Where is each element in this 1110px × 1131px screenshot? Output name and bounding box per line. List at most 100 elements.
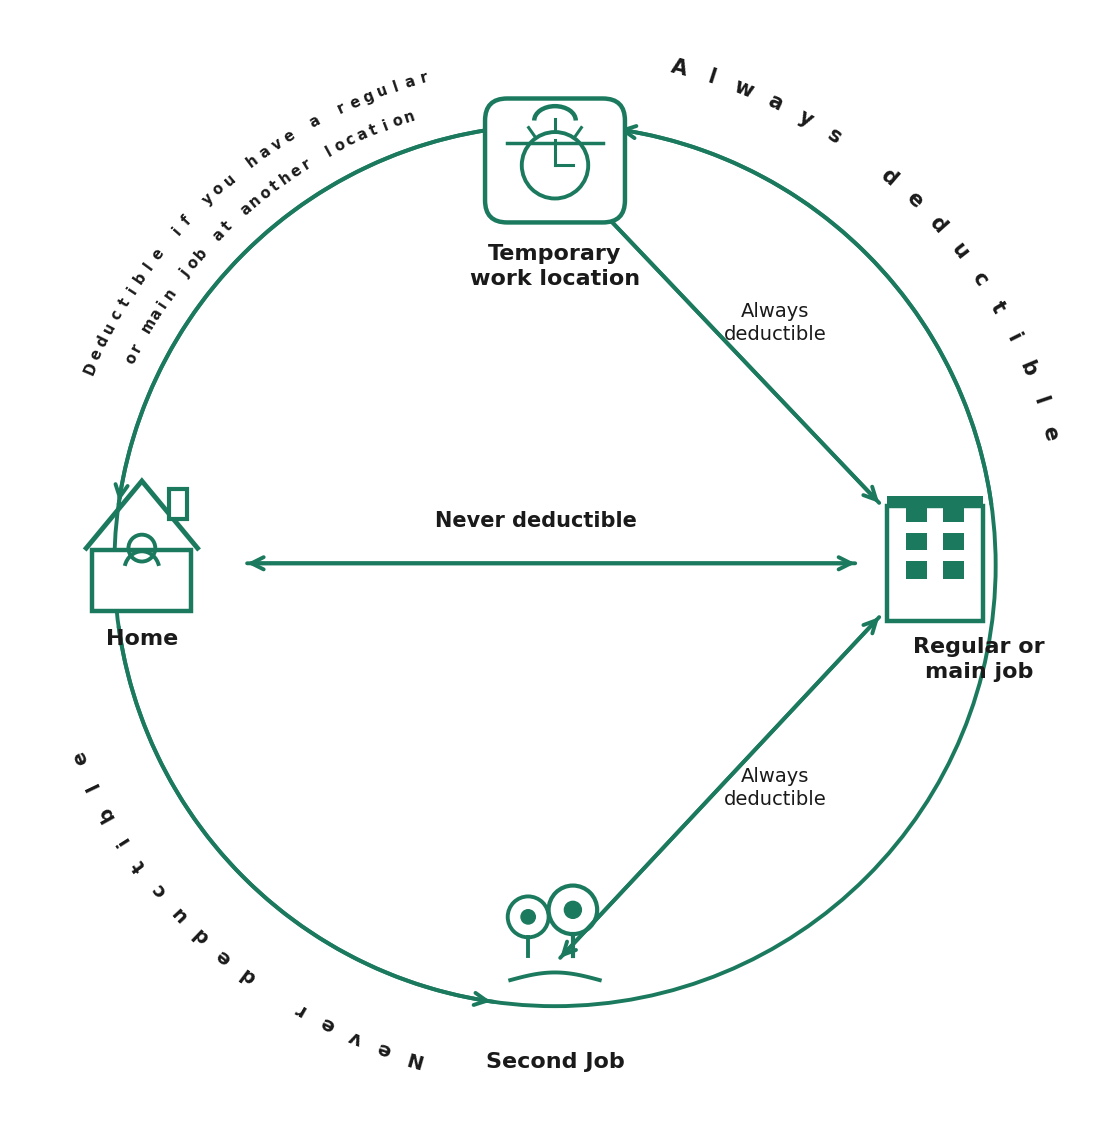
Circle shape <box>564 901 582 918</box>
Text: n: n <box>402 109 416 126</box>
Text: a: a <box>256 144 273 162</box>
Bar <box>944 561 963 579</box>
Circle shape <box>521 909 535 924</box>
Text: o: o <box>332 137 347 155</box>
Text: Always
deductible: Always deductible <box>724 767 827 810</box>
Text: b: b <box>95 803 119 824</box>
Text: t: t <box>130 856 150 875</box>
Text: t: t <box>367 122 380 138</box>
Text: m: m <box>139 316 160 336</box>
Text: l: l <box>705 67 718 88</box>
Text: o: o <box>210 181 228 199</box>
Text: a: a <box>354 127 370 144</box>
Text: l: l <box>141 259 157 273</box>
Text: g: g <box>361 88 376 105</box>
Text: t: t <box>117 296 132 310</box>
Text: l: l <box>392 79 401 95</box>
Text: d: d <box>236 964 260 987</box>
Bar <box>887 506 983 621</box>
Text: e: e <box>149 245 166 262</box>
Text: r: r <box>335 101 347 116</box>
Text: l: l <box>1029 394 1050 407</box>
Text: e: e <box>88 347 105 363</box>
Text: r: r <box>129 340 145 354</box>
Text: d: d <box>877 165 901 190</box>
Text: e: e <box>281 128 297 146</box>
Text: A: A <box>668 57 689 80</box>
Text: c: c <box>108 308 125 322</box>
Text: o: o <box>256 184 274 202</box>
Text: u: u <box>375 83 390 101</box>
Text: w: w <box>731 77 756 102</box>
Text: d: d <box>925 213 950 238</box>
Bar <box>907 561 927 579</box>
Text: o: o <box>122 351 140 366</box>
Text: b: b <box>1016 357 1040 379</box>
Text: t: t <box>987 299 1009 317</box>
Text: u: u <box>947 239 972 264</box>
Text: a: a <box>403 74 417 90</box>
Bar <box>169 489 186 519</box>
Text: u: u <box>101 320 119 337</box>
Text: s: s <box>824 124 845 148</box>
Text: i: i <box>170 225 184 239</box>
Bar <box>907 503 927 521</box>
Bar <box>944 503 963 521</box>
Bar <box>907 533 927 551</box>
Text: t: t <box>268 178 283 195</box>
Text: a: a <box>147 307 164 322</box>
Text: Always
deductible: Always deductible <box>724 302 827 344</box>
Text: c: c <box>148 880 170 900</box>
Text: r: r <box>291 999 309 1020</box>
Text: a: a <box>765 90 786 115</box>
Text: b: b <box>131 269 150 286</box>
Text: f: f <box>179 213 194 228</box>
Text: u: u <box>168 903 191 925</box>
Text: Home: Home <box>105 629 178 649</box>
FancyBboxPatch shape <box>485 98 625 223</box>
Bar <box>92 550 191 611</box>
Text: e: e <box>347 94 362 111</box>
Text: o: o <box>184 254 202 273</box>
Text: e: e <box>69 748 91 767</box>
Text: i: i <box>1003 330 1025 345</box>
Text: Regular or
main job: Regular or main job <box>914 637 1045 682</box>
Text: r: r <box>418 70 430 86</box>
Text: Second Job: Second Job <box>485 1053 624 1072</box>
Text: v: v <box>269 136 285 154</box>
Text: a: a <box>307 113 323 131</box>
Text: a: a <box>238 200 254 218</box>
Text: N: N <box>403 1046 424 1069</box>
Text: e: e <box>317 1013 337 1036</box>
Text: n: n <box>161 285 179 302</box>
Text: n: n <box>246 192 264 210</box>
Text: l: l <box>82 779 102 793</box>
Text: y: y <box>199 191 216 208</box>
Text: b: b <box>192 245 210 264</box>
Text: D: D <box>81 360 100 377</box>
Text: a: a <box>210 227 226 244</box>
Text: d: d <box>94 334 112 349</box>
Text: l: l <box>323 145 334 159</box>
Text: d: d <box>190 924 212 948</box>
Bar <box>944 533 963 551</box>
Text: c: c <box>344 132 357 149</box>
Text: u: u <box>221 171 239 189</box>
Text: i: i <box>124 284 140 296</box>
Text: h: h <box>244 153 262 171</box>
Text: Never deductible: Never deductible <box>435 511 637 532</box>
Text: e: e <box>375 1037 394 1060</box>
Text: y: y <box>795 106 816 130</box>
Text: e: e <box>1038 423 1061 442</box>
Bar <box>887 497 983 506</box>
Text: t: t <box>220 218 235 234</box>
Text: v: v <box>346 1026 365 1048</box>
Text: i: i <box>381 118 391 133</box>
Text: i: i <box>113 832 132 848</box>
Text: r: r <box>300 156 313 173</box>
Text: j: j <box>178 267 192 280</box>
Text: h: h <box>276 170 294 188</box>
Text: o: o <box>390 112 404 130</box>
Text: Temporary
work location: Temporary work location <box>470 244 640 288</box>
Text: c: c <box>968 268 991 290</box>
